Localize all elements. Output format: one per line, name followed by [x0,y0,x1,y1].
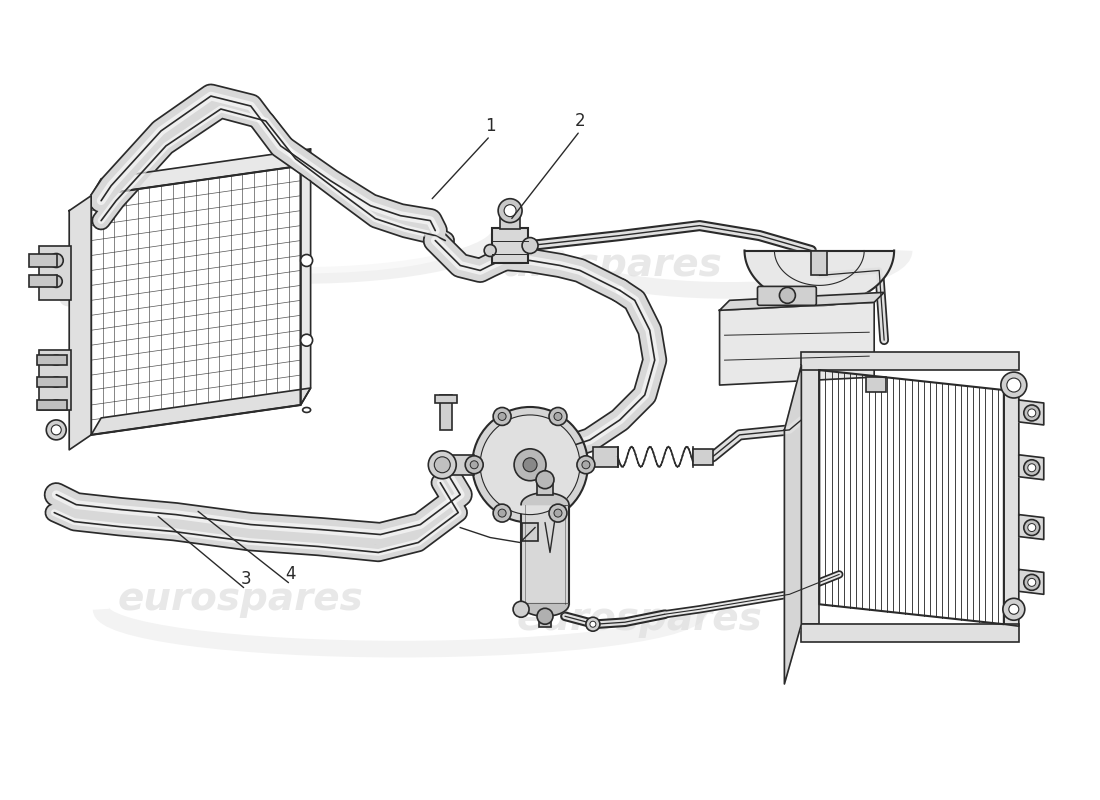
Polygon shape [91,166,300,435]
Polygon shape [91,388,310,435]
Circle shape [554,413,562,421]
Ellipse shape [302,407,310,413]
Bar [539,612,551,627]
Circle shape [513,602,529,618]
Circle shape [514,449,546,481]
Text: 3: 3 [241,570,251,588]
Circle shape [1009,604,1019,614]
Circle shape [1027,578,1036,586]
Polygon shape [521,493,569,505]
Circle shape [524,458,537,472]
Polygon shape [719,292,884,310]
Circle shape [481,415,580,514]
Bar [593,447,618,466]
Bar [521,505,569,604]
Circle shape [1027,409,1036,417]
Bar [442,455,474,474]
Text: eurospares: eurospares [58,276,304,314]
Polygon shape [300,149,310,405]
Polygon shape [521,604,569,616]
Ellipse shape [50,400,63,410]
Circle shape [300,334,312,346]
Circle shape [780,287,795,303]
Polygon shape [91,149,310,196]
Text: 1: 1 [485,117,495,135]
Circle shape [484,245,496,257]
Circle shape [300,254,312,266]
Circle shape [472,407,587,522]
Circle shape [52,425,62,435]
Bar [866,377,887,392]
Bar [492,228,528,263]
Circle shape [554,509,562,517]
Circle shape [493,407,512,426]
Bar [812,250,827,275]
Bar [37,377,67,387]
Polygon shape [69,196,91,450]
Bar [802,352,1019,370]
Bar [37,355,67,365]
Circle shape [576,456,595,474]
Polygon shape [719,302,874,385]
Circle shape [1024,574,1040,590]
Bar [500,210,520,229]
Bar [40,246,72,300]
Circle shape [522,238,538,254]
Bar [802,624,1019,642]
Circle shape [549,504,566,522]
Polygon shape [1004,390,1019,626]
Bar [522,522,538,541]
Circle shape [1003,598,1025,620]
Circle shape [1024,519,1040,535]
Circle shape [549,407,566,426]
Polygon shape [745,250,894,306]
FancyBboxPatch shape [758,286,816,306]
Circle shape [536,470,554,489]
Circle shape [1001,372,1026,398]
Text: eurospares: eurospares [477,246,723,285]
Ellipse shape [50,377,63,387]
Bar [802,365,820,624]
Polygon shape [1019,570,1044,594]
Text: 2: 2 [574,112,585,130]
Circle shape [470,461,478,469]
Text: 4: 4 [285,566,296,583]
Polygon shape [1019,455,1044,480]
Bar [30,254,57,267]
Text: eurospares: eurospares [517,600,762,638]
Circle shape [46,420,66,440]
Circle shape [493,504,512,522]
Circle shape [1024,460,1040,476]
Circle shape [1024,405,1040,421]
Circle shape [498,413,506,421]
Polygon shape [820,370,1004,624]
Bar [537,477,553,494]
Circle shape [537,608,553,624]
Text: eurospares: eurospares [118,580,364,618]
Bar [440,395,452,430]
Circle shape [434,457,450,473]
Circle shape [1027,523,1036,531]
Circle shape [428,451,456,478]
Circle shape [1027,464,1036,472]
Circle shape [586,618,600,631]
Bar [693,449,713,465]
Bar [436,395,458,403]
Circle shape [498,198,522,222]
Ellipse shape [50,254,63,267]
Circle shape [504,205,516,217]
Circle shape [465,456,483,474]
Ellipse shape [50,355,63,365]
Ellipse shape [51,275,63,287]
Bar [37,400,67,410]
Circle shape [1006,378,1021,392]
Polygon shape [1019,400,1044,425]
Bar [40,350,72,410]
Polygon shape [1019,514,1044,539]
Bar [30,275,57,287]
Circle shape [498,509,506,517]
Polygon shape [784,365,802,684]
Circle shape [590,622,596,627]
Circle shape [582,461,590,469]
